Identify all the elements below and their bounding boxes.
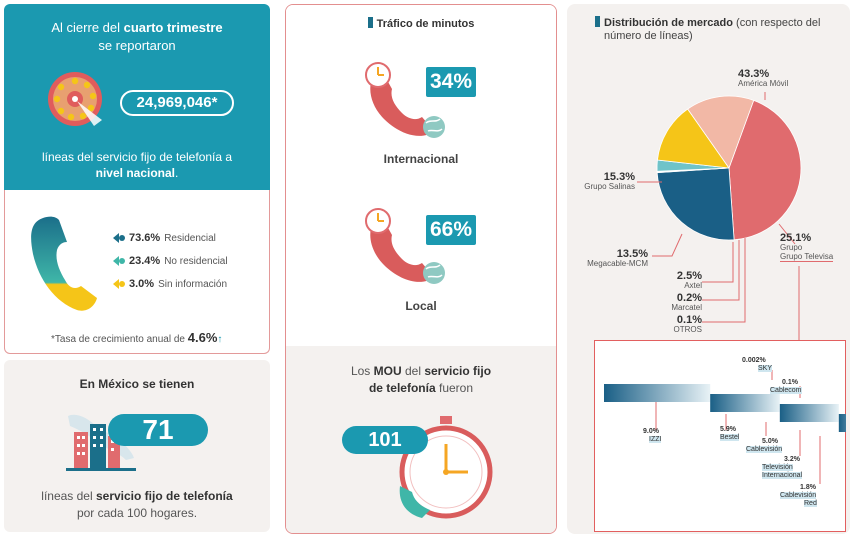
leader-lines: [637, 92, 800, 340]
market-pie-chart: [637, 92, 802, 340]
segment-sin-informacion: 3.0% Sin información: [113, 278, 227, 290]
bar-label-cablevision: 5.0% Cablevisión: [746, 438, 783, 453]
households-desc-line2: por cada 100 hogares.: [76, 506, 198, 520]
intro-line2: se reportaron: [98, 38, 176, 53]
local-pct: 66%: [426, 215, 476, 245]
title-marker-icon: [595, 16, 600, 27]
market-title-line1: Distribución de mercado (con respecto de…: [595, 16, 820, 29]
segments-panel: 73.6% Residencial 23.4% No residencial 3…: [4, 190, 270, 354]
pie-slice-am-rica-m-vil: [728, 99, 802, 241]
bar-televisi-n-internacional: [838, 414, 846, 432]
pie-label-grupo-televisa: 25.1% Grupo Grupo Televisa: [780, 232, 834, 262]
households-panel: En México se tienen 71 líneas del servic…: [4, 360, 270, 532]
bar-label-television-internacional: 3.2% Televisión Internacional: [762, 456, 803, 479]
growth-rate: *Tasa de crecimiento anual de 4.6%↑: [51, 330, 223, 345]
arrow-marker-icon: [113, 233, 125, 243]
bar-label-izzi: 9.0% IZZI: [643, 428, 662, 443]
bar-label-bestel: 5.9% Bestel: [720, 426, 740, 441]
traffic-upper: Tráfico de minutos 34% Internacional 66%…: [286, 5, 556, 353]
pie-slice-grupo-salinas: [687, 95, 755, 169]
mexico-title: En México se tienen: [79, 377, 195, 391]
international-label: Internacional: [383, 152, 459, 166]
bar-cablevisi-n: [779, 404, 839, 422]
mou-panel: Los MOU del servicio fijo de telefonía f…: [286, 346, 556, 533]
segment-residencial: 73.6% Residencial: [113, 232, 216, 244]
mou-value: 101: [342, 426, 428, 454]
international-phone-icon: [365, 62, 445, 138]
pie-label-america-movil: 43.3% América Móvil: [738, 68, 789, 89]
total-lines-panel: Al cierre del cuarto trimestre se report…: [4, 4, 270, 196]
up-arrow-icon: ↑: [217, 334, 223, 345]
mou-line2: de telefonía fueron: [368, 381, 474, 395]
televisa-breakdown-bars: [604, 370, 846, 484]
pie-label-marcatel: 0.2% Marcatel: [671, 292, 702, 313]
pie-label-otros: 0.1% OTROS: [673, 314, 702, 335]
households-value: 71: [108, 414, 208, 446]
phone-handset-icon: [31, 216, 97, 311]
total-lines-value: 24,969,046*: [120, 90, 234, 116]
title-marker-icon: [367, 17, 373, 28]
international-pct: 34%: [426, 67, 476, 97]
local-phone-icon: [365, 208, 445, 284]
segment-no-residencial: 23.4% No residencial: [113, 255, 228, 267]
arrow-marker-icon: [113, 256, 125, 266]
bar-label-cablecom: 0.1% Cablecom: [770, 379, 802, 394]
mexico-map-buildings-icon: [66, 414, 136, 471]
bar-label-cablevision-red: 1.8% Cablevisión Red: [780, 484, 817, 507]
pie-slice-megacable-mcm: [657, 108, 730, 169]
mou-line1: Los MOU del servicio fijo: [350, 364, 492, 378]
pie-slice-grupo-televisa: [656, 167, 735, 241]
intro-line1: Al cierre del cuarto trimestre: [51, 20, 223, 35]
market-title-line2: número de líneas): [604, 30, 693, 42]
bar-bestel: [710, 394, 780, 412]
rotary-dial-icon: [48, 72, 102, 126]
traffic-title: Tráfico de minutos: [286, 17, 556, 30]
pie-label-megacable: 13.5% Megacable-MCM: [587, 248, 648, 269]
pie-label-axtel: 2.5% Axtel: [676, 270, 702, 291]
bar-izzi: [604, 384, 711, 402]
desc-line1: líneas del servicio fijo de telefonía a: [41, 150, 233, 164]
stopwatch-icon: [399, 416, 493, 519]
pie-label-grupo-salinas: 15.3% Grupo Salinas: [584, 171, 635, 192]
desc-line2: nivel nacional.: [95, 166, 179, 180]
households-desc-line1: líneas del servicio fijo de telefonía: [41, 489, 233, 503]
bar-label-sky: 0.002% SKY: [742, 357, 773, 372]
local-label: Local: [405, 299, 437, 313]
arrow-marker-icon: [113, 279, 125, 289]
